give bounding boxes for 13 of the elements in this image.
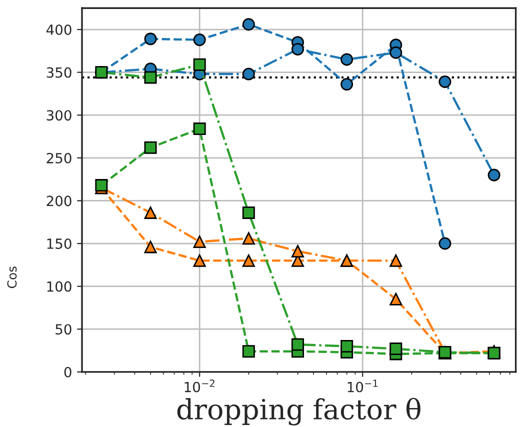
y-axis-title: Cos [7, 266, 17, 288]
y-tick-label: 150 [47, 238, 72, 249]
y-tick-label: 50 [56, 324, 72, 335]
y-tick-label: 200 [46, 196, 72, 206]
y-tick-label: 400 [46, 24, 72, 35]
y-tick-label: 250 [46, 152, 72, 164]
y-tick-label: 100 [47, 281, 72, 292]
x-axis-title: dropping factor θ [177, 398, 420, 426]
y-tick-label: 0 [64, 366, 72, 378]
x-tick-label: 10$^{−1}$ [348, 380, 378, 392]
y-tick-label: 350 [46, 67, 72, 78]
x-tick-label: 10$^{−2}$ [184, 380, 214, 392]
y-tick-label: 300 [46, 110, 72, 121]
